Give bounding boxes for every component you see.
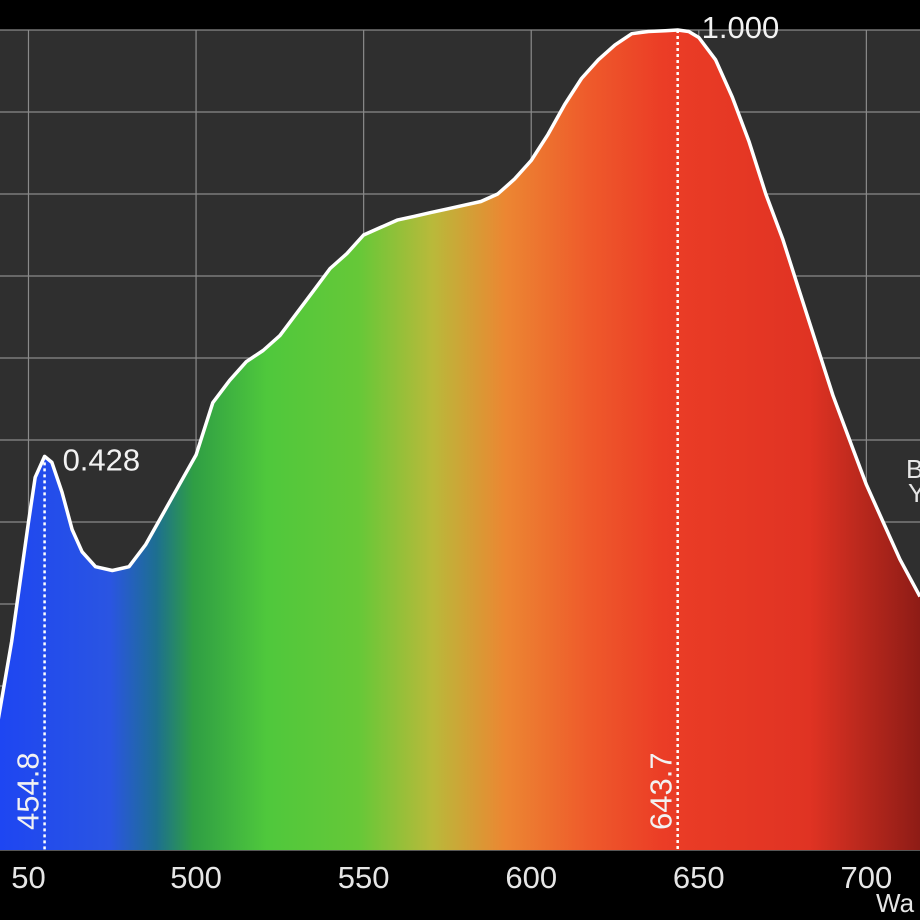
peak-value-label: 0.428 xyxy=(63,442,141,477)
spectrum-area xyxy=(0,28,920,850)
x-tick-label: 700 xyxy=(841,860,893,895)
peak-wavelength-label: 454.8 xyxy=(11,752,46,830)
x-tick-label: 650 xyxy=(673,860,725,895)
x-tick-label: 600 xyxy=(505,860,557,895)
spectrum-fill xyxy=(0,30,920,850)
peak-value-label: 1.000 xyxy=(702,10,780,45)
edge-label: Y xyxy=(908,478,920,508)
x-tick-label: 500 xyxy=(170,860,222,895)
labels: 454.8 0.428 643.7 1.000 50 500 550 600 650 700 BY W… xyxy=(11,10,920,918)
peak-markers xyxy=(43,30,679,850)
x-axis-title-fragment: Wa xyxy=(876,888,915,918)
x-tick-label: 550 xyxy=(338,860,390,895)
edge-label: B xyxy=(906,454,920,484)
x-tick-label: 50 xyxy=(11,860,45,895)
spectrum-curve xyxy=(0,28,920,720)
peak-wavelength-label: 643.7 xyxy=(644,752,679,830)
